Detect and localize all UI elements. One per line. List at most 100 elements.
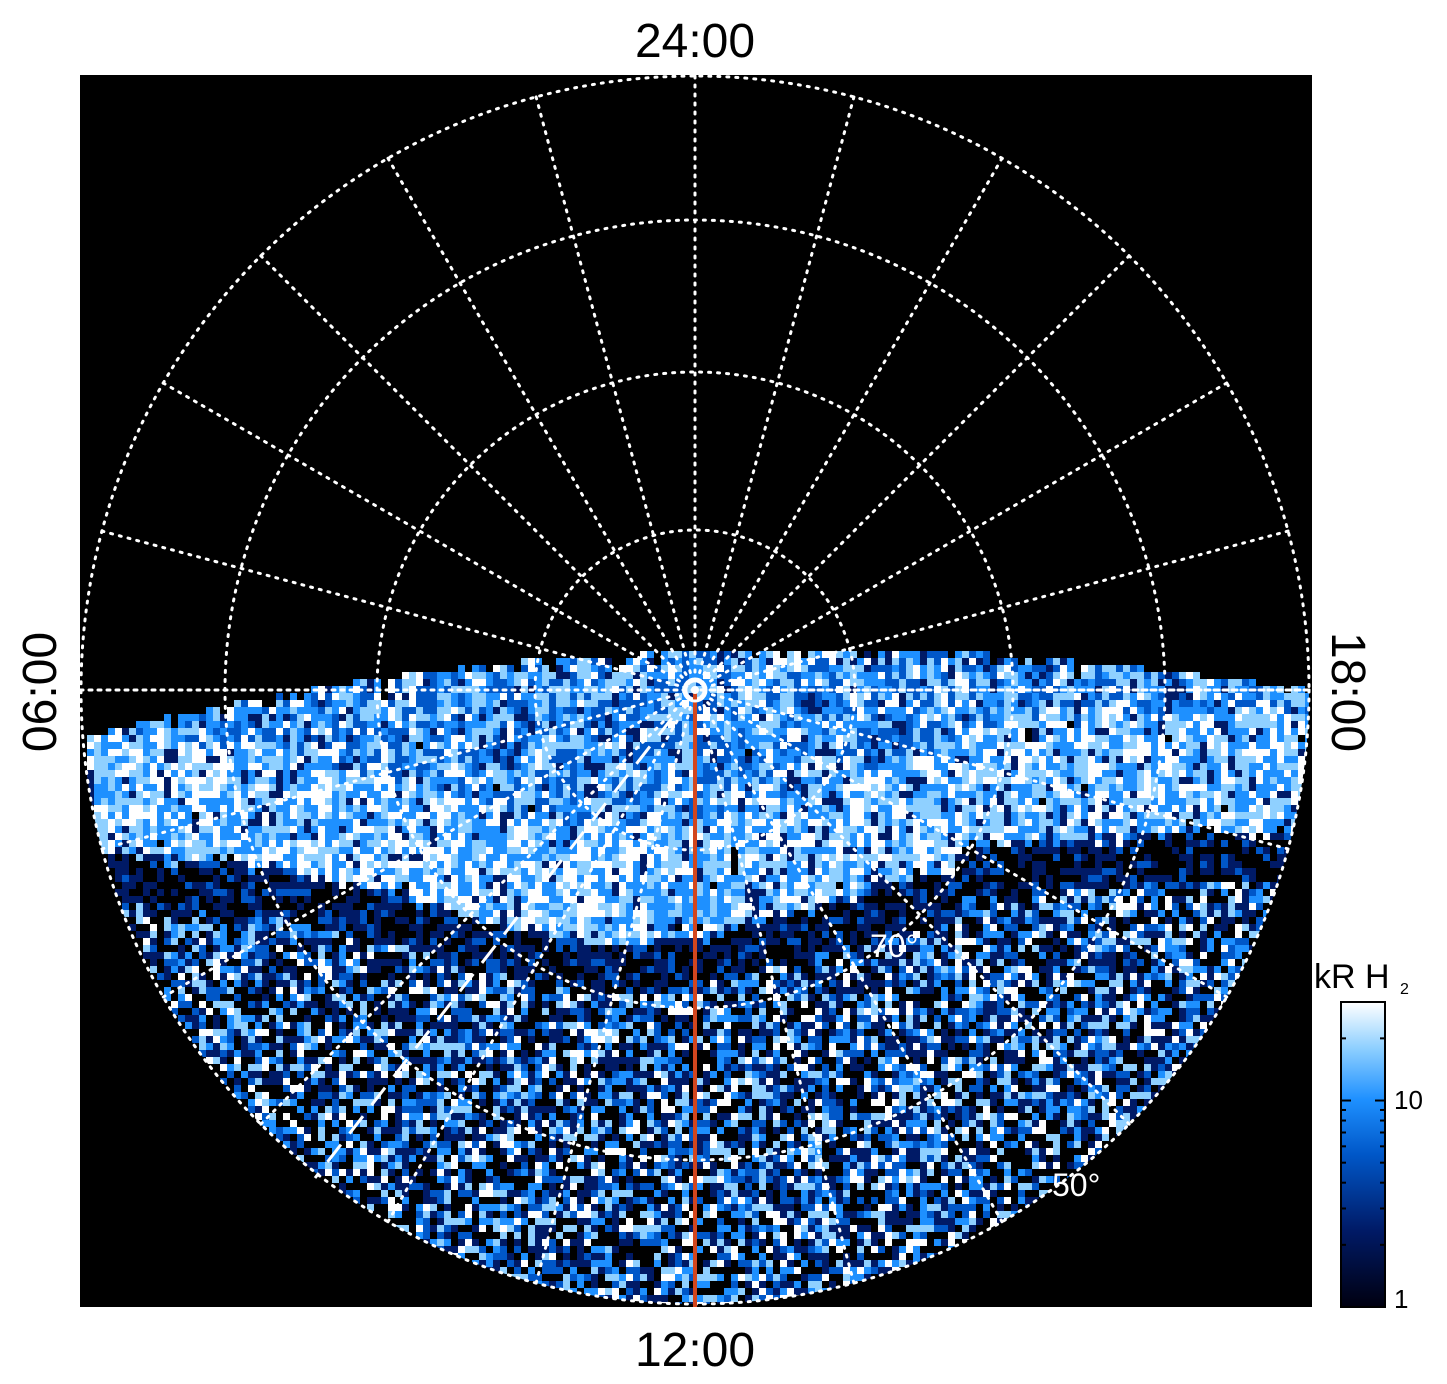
emission-pixel (444, 1162, 451, 1169)
emission-pixel (640, 1232, 647, 1239)
emission-pixel (367, 875, 374, 882)
emission-pixel (507, 1022, 514, 1029)
emission-pixel (339, 1071, 346, 1078)
emission-pixel (556, 924, 563, 931)
emission-pixel (710, 1050, 717, 1057)
emission-pixel (584, 938, 591, 945)
emission-pixel (514, 924, 521, 931)
emission-pixel (626, 1113, 633, 1120)
emission-pixel (108, 833, 115, 840)
emission-pixel (388, 931, 395, 938)
emission-pixel (290, 987, 297, 994)
emission-pixel (276, 1134, 283, 1141)
emission-pixel (675, 1099, 682, 1106)
emission-pixel (444, 910, 451, 917)
emission-pixel (479, 1092, 486, 1099)
emission-pixel (451, 1099, 458, 1106)
emission-pixel (689, 931, 696, 938)
emission-pixel (360, 973, 367, 980)
emission-pixel (353, 896, 360, 903)
emission-pixel (423, 987, 430, 994)
emission-pixel (458, 1008, 465, 1015)
emission-pixel (563, 1127, 570, 1134)
emission-pixel (717, 1225, 724, 1232)
emission-pixel (178, 903, 185, 910)
emission-pixel (605, 1274, 612, 1281)
emission-pixel (367, 952, 374, 959)
emission-pixel (339, 1001, 346, 1008)
emission-pixel (290, 1141, 297, 1148)
emission-pixel (696, 1036, 703, 1043)
emission-pixel (206, 952, 213, 959)
emission-pixel (304, 868, 311, 875)
emission-pixel (647, 1085, 654, 1092)
emission-pixel (591, 966, 598, 973)
emission-pixel (563, 1176, 570, 1183)
emission-pixel (682, 973, 689, 980)
emission-pixel (668, 1197, 675, 1204)
emission-pixel (654, 1029, 661, 1036)
emission-pixel (556, 1036, 563, 1043)
emission-pixel (185, 896, 192, 903)
emission-pixel (689, 798, 696, 812)
emission-pixel (717, 1057, 724, 1064)
emission-pixel (297, 889, 304, 896)
emission-pixel (535, 924, 542, 931)
emission-pixel (717, 924, 724, 931)
emission-pixel (374, 1120, 381, 1127)
emission-pixel (472, 1022, 479, 1029)
emission-pixel (640, 1239, 647, 1246)
emission-pixel (388, 1043, 395, 1050)
emission-pixel (283, 1036, 290, 1043)
emission-pixel (297, 1029, 304, 1036)
emission-pixel (577, 1120, 584, 1127)
emission-pixel (339, 1155, 346, 1162)
emission-pixel (654, 1085, 661, 1092)
emission-pixel (661, 973, 668, 980)
emission-pixel (689, 756, 696, 777)
emission-pixel (717, 1295, 724, 1302)
emission-pixel (472, 1078, 479, 1085)
emission-pixel (682, 1260, 689, 1267)
emission-pixel (521, 980, 528, 987)
emission-pixel (255, 812, 262, 826)
emission-pixel (493, 1106, 500, 1113)
emission-pixel (423, 728, 430, 742)
emission-pixel (542, 1008, 549, 1015)
emission-pixel (465, 987, 472, 994)
emission-pixel (220, 931, 227, 938)
emission-pixel (661, 959, 668, 966)
emission-pixel (227, 805, 234, 826)
emission-pixel (311, 938, 318, 945)
emission-pixel (500, 833, 507, 847)
emission-pixel (472, 1225, 479, 1232)
emission-pixel (304, 861, 311, 868)
emission-pixel (507, 1155, 514, 1162)
emission-pixel (402, 1183, 409, 1190)
emission-pixel (388, 1106, 395, 1113)
emission-pixel (493, 1239, 500, 1246)
emission-pixel (360, 952, 367, 959)
emission-pixel (500, 987, 507, 994)
emission-pixel (234, 868, 241, 875)
emission-pixel (598, 1022, 605, 1029)
emission-pixel (395, 917, 402, 924)
emission-pixel (675, 1001, 682, 1008)
emission-pixel (262, 945, 269, 952)
emission-pixel (395, 1064, 402, 1071)
emission-pixel (528, 910, 535, 917)
emission-pixel (493, 1085, 500, 1092)
emission-pixel (633, 931, 640, 938)
emission-pixel (311, 882, 318, 889)
emission-pixel (500, 1008, 507, 1015)
emission-pixel (451, 1155, 458, 1162)
emission-pixel (451, 987, 458, 994)
emission-pixel (234, 847, 241, 854)
emission-pixel (472, 714, 479, 728)
emission-pixel (290, 966, 297, 973)
emission-pixel (619, 1162, 626, 1169)
emission-pixel (724, 1029, 731, 1036)
emission-pixel (332, 1092, 339, 1099)
emission-pixel (598, 931, 605, 938)
emission-pixel (563, 1036, 570, 1043)
